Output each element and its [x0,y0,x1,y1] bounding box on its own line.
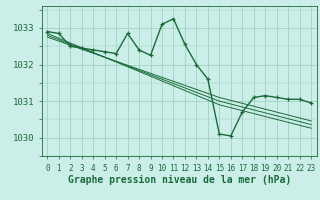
X-axis label: Graphe pression niveau de la mer (hPa): Graphe pression niveau de la mer (hPa) [68,175,291,185]
